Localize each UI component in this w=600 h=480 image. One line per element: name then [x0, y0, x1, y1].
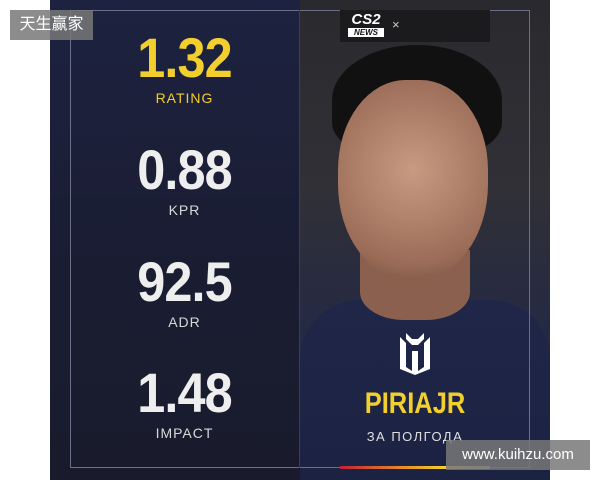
stat-value: 1.32: [137, 26, 232, 89]
stat-adr: 92.5 ADR: [70, 250, 299, 331]
cs2-news-logo: CS2 NEWS: [348, 11, 384, 39]
player-face: [338, 80, 488, 280]
player-photo: [300, 0, 550, 480]
stats-card: 1.32 RATING 0.88 KPR 92.5 ADR 1.48 IMPAC…: [50, 0, 550, 480]
stat-label: RATING: [155, 90, 214, 106]
stat-kpr: 0.88 KPR: [70, 138, 299, 219]
watermark-top-left: 天生赢家: [10, 10, 93, 40]
card-frame: [70, 10, 530, 468]
stat-label: ADR: [168, 314, 201, 330]
divider: [299, 10, 300, 468]
stat-value: 1.48: [137, 361, 232, 424]
logo-subtext: NEWS: [348, 28, 384, 37]
period-label: ЗА ПОЛГОДА: [366, 429, 464, 444]
stat-impact: 1.48 IMPACT: [70, 361, 299, 442]
logo-text: CS2: [351, 11, 381, 28]
collab-x-icon: ×: [392, 17, 400, 32]
stat-value: 92.5: [137, 250, 232, 313]
stat-label: KPR: [168, 202, 201, 218]
stat-label: IMPACT: [155, 425, 214, 441]
stat-value: 0.88: [137, 138, 232, 201]
gradient-bar: [340, 466, 490, 469]
watermark-bottom-right: www.kuihzu.com: [446, 440, 590, 470]
player-name: PIRIAJR: [364, 387, 466, 420]
team-logo-icon: [400, 333, 430, 375]
stat-rating: 1.32 RATING: [70, 26, 299, 107]
